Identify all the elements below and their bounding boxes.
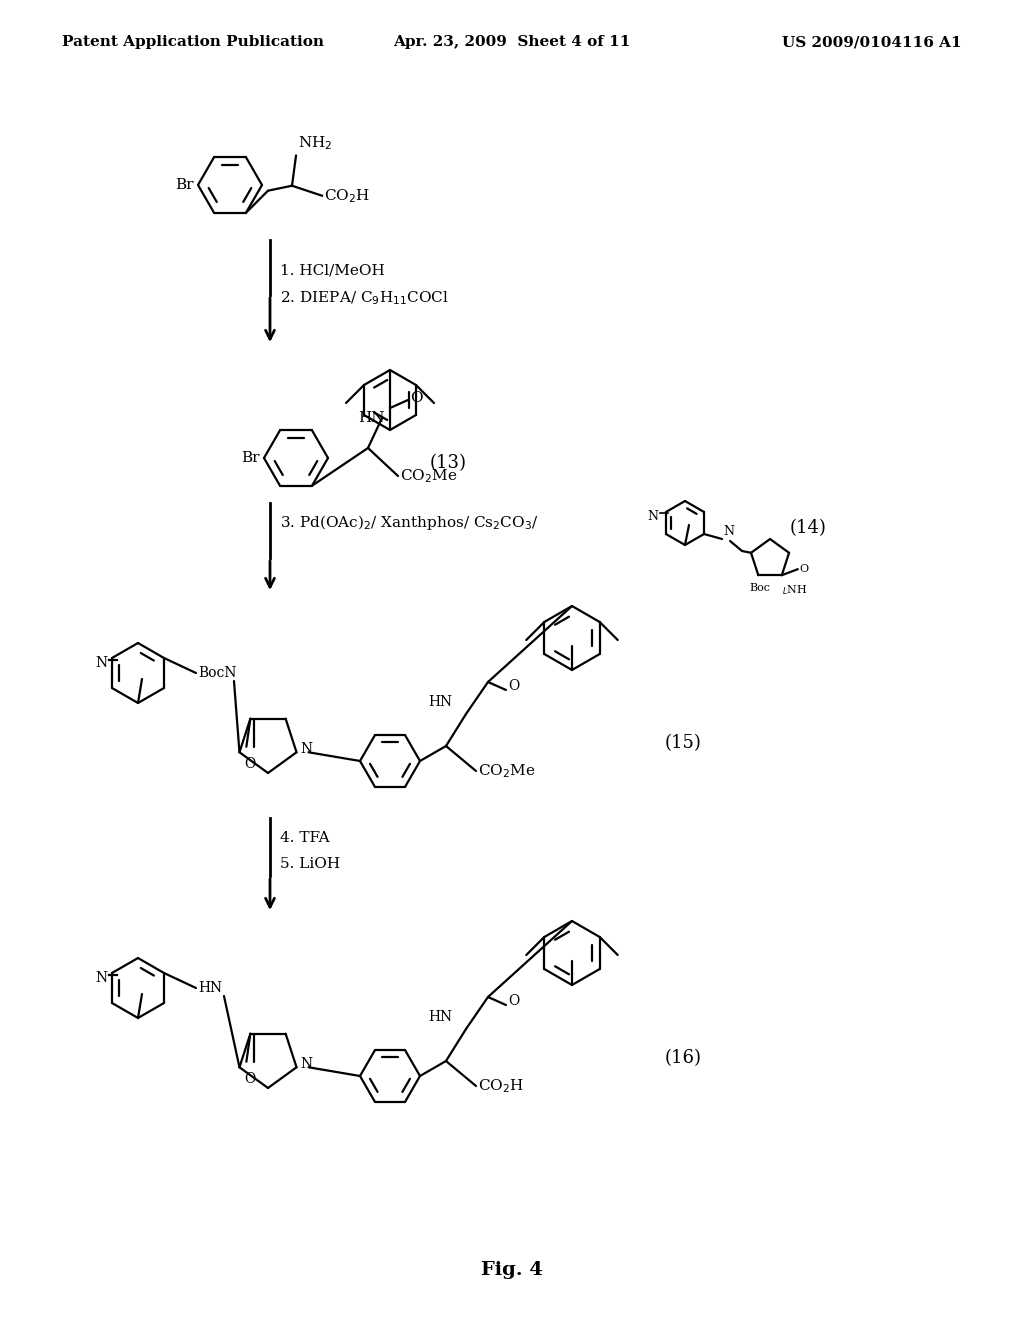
Text: N: N bbox=[95, 972, 108, 985]
Text: O: O bbox=[800, 564, 809, 574]
Text: CO$_2$Me: CO$_2$Me bbox=[478, 762, 536, 780]
Text: N: N bbox=[95, 656, 108, 671]
Text: Apr. 23, 2009  Sheet 4 of 11: Apr. 23, 2009 Sheet 4 of 11 bbox=[393, 36, 631, 49]
Text: N: N bbox=[300, 742, 312, 756]
Text: HN: HN bbox=[428, 696, 452, 709]
Text: NH$_2$: NH$_2$ bbox=[298, 135, 333, 152]
Text: (15): (15) bbox=[665, 734, 701, 752]
Text: Fig. 4: Fig. 4 bbox=[481, 1261, 543, 1279]
Text: (13): (13) bbox=[430, 454, 467, 473]
Text: 3. Pd(OAc)$_2$/ Xanthphos/ Cs$_2$CO$_3$/: 3. Pd(OAc)$_2$/ Xanthphos/ Cs$_2$CO$_3$/ bbox=[280, 513, 539, 532]
Text: CO$_2$H: CO$_2$H bbox=[478, 1077, 524, 1094]
Text: O: O bbox=[508, 678, 519, 693]
Text: O: O bbox=[410, 391, 423, 405]
Text: Patent Application Publication: Patent Application Publication bbox=[62, 36, 324, 49]
Text: Br: Br bbox=[175, 178, 194, 191]
Text: HN: HN bbox=[198, 981, 222, 995]
Text: 1. HCl/MeOH: 1. HCl/MeOH bbox=[280, 263, 385, 277]
Text: O: O bbox=[245, 1072, 256, 1086]
Text: O: O bbox=[508, 994, 519, 1008]
Text: N: N bbox=[723, 525, 734, 539]
Text: BocN: BocN bbox=[198, 667, 237, 680]
Text: $_L$NH: $_L$NH bbox=[782, 583, 808, 597]
Text: N: N bbox=[300, 1057, 312, 1072]
Text: 2. DIEPA/ C$_9$H$_{11}$COCl: 2. DIEPA/ C$_9$H$_{11}$COCl bbox=[280, 289, 449, 306]
Text: (16): (16) bbox=[665, 1049, 702, 1067]
Text: N: N bbox=[647, 510, 658, 523]
Text: Br: Br bbox=[242, 451, 260, 465]
Text: (14): (14) bbox=[790, 519, 826, 537]
Text: O: O bbox=[245, 756, 256, 771]
Text: HN: HN bbox=[358, 411, 385, 425]
Text: 5. LiOH: 5. LiOH bbox=[280, 857, 340, 871]
Text: HN: HN bbox=[428, 1010, 452, 1024]
Text: CO$_2$H: CO$_2$H bbox=[324, 187, 370, 205]
Text: US 2009/0104116 A1: US 2009/0104116 A1 bbox=[782, 36, 962, 49]
Text: CO$_2$Me: CO$_2$Me bbox=[400, 467, 458, 484]
Text: Boc: Boc bbox=[750, 583, 770, 593]
Text: 4. TFA: 4. TFA bbox=[280, 832, 330, 845]
